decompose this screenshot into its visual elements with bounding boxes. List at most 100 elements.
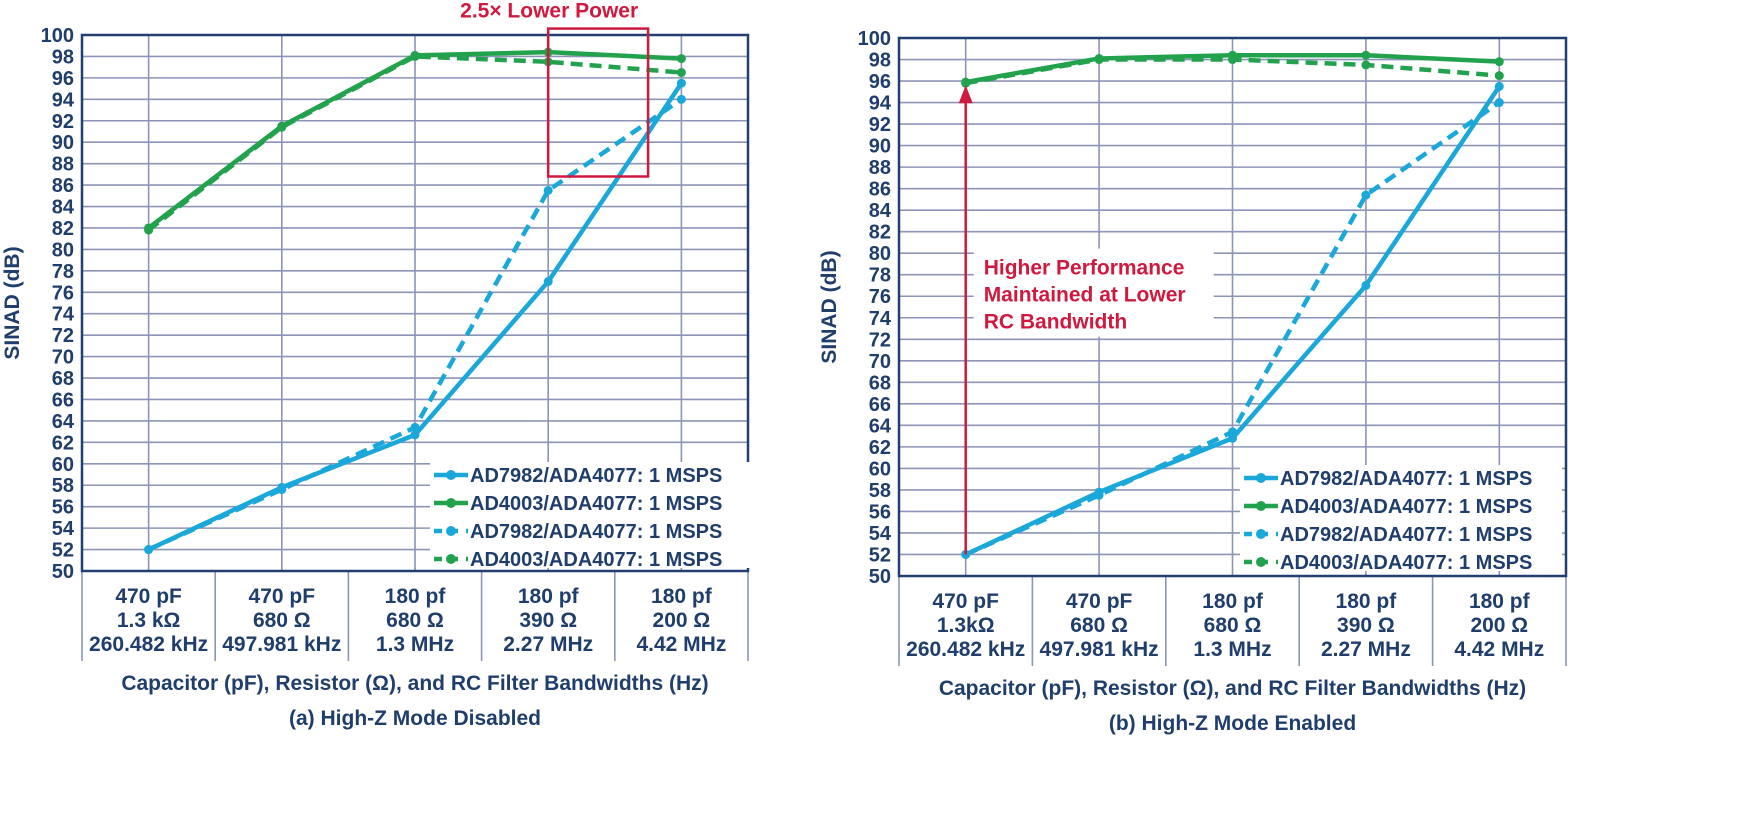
chart-caption: (b) High-Z Mode Enabled [1109,712,1356,735]
data-point [410,430,420,440]
plot-frame [80,33,750,573]
annotation-box [973,248,1214,337]
x-tick-label: 180 pf [1469,590,1531,613]
y-tick-label: 68 [52,368,74,390]
x-tick-label: 1.3 kΩ [117,609,181,632]
data-point [1094,55,1104,65]
x-tick-label: 180 pf [1202,590,1264,613]
y-tick-label: 58 [52,475,74,497]
data-point [676,54,686,64]
x-tick-label: 260.482 kHz [89,633,208,656]
y-tick-label: 56 [52,497,74,519]
y-tick-label: 84 [869,200,892,222]
y-tick-label: 62 [52,432,74,454]
y-tick-label: 64 [869,415,892,437]
legend-label: AD4003/ADA4077: 1 MSPS [470,549,722,571]
y-tick-label: 100 [41,25,74,47]
highlight-box [546,27,650,178]
y-tick-label: 86 [869,179,891,201]
y-tick-label: 94 [52,89,75,111]
plot-frame [897,36,1568,578]
x-tick-label: 180 pf [518,585,580,608]
y-tick-label: 50 [869,566,891,588]
y-tick-label: 92 [52,111,74,133]
data-point [410,422,420,432]
data-point [1228,427,1237,437]
y-axis-label: SINAD (dB) [1,246,24,359]
annotation-label: Higher Performance [984,257,1185,280]
x-tick-label: 497.981 kHz [222,633,341,656]
data-point [277,122,287,132]
legend-label: AD7982/ADA4077: 1 MSPS [470,521,722,543]
x-tick-label: 1.3 MHz [376,633,454,656]
y-tick-label: 82 [869,222,891,244]
y-tick-label: 74 [52,304,75,326]
x-tick-label: 470 pF [932,590,999,613]
x-tick-label: 680 Ω [253,609,311,632]
x-tick-label: 1.3kΩ [937,614,995,637]
y-tick-label: 54 [52,518,75,540]
y-tick-label: 60 [869,458,891,480]
x-tick-label: 680 Ω [1204,614,1262,637]
y-tick-label: 52 [52,540,74,562]
data-point [961,78,971,88]
x-axis-label: Capacitor (pF), Resistor (Ω), and RC Fil… [939,677,1526,700]
legend-label: AD4003/ADA4077: 1 MSPS [1280,496,1532,518]
x-tick-label: 390 Ω [1337,614,1395,637]
y-tick-label: 62 [869,437,891,459]
y-tick-label: 56 [869,501,891,523]
y-tick-label: 68 [869,372,891,394]
y-tick-label: 82 [52,218,74,240]
y-tick-label: 74 [869,308,892,330]
x-tick-label: 470 pF [1066,590,1133,613]
y-tick-label: 70 [869,351,891,373]
y-tick-label: 92 [869,114,891,136]
x-tick-label: 497.981 kHz [1040,638,1159,661]
data-point [144,545,154,555]
y-tick-label: 70 [52,347,74,369]
legend-swatch-marker [446,554,456,564]
data-point [1094,490,1104,500]
data-point [676,68,686,78]
legend-swatch-marker [446,498,456,508]
y-axis-label: SINAD (dB) [818,250,841,363]
legend-swatch-marker [1256,473,1266,483]
y-tick-label: 90 [869,136,891,158]
data-point [543,185,553,195]
annotation-label: Maintained at Lower [984,284,1186,307]
x-tick-label: 2.27 MHz [1321,638,1411,661]
y-tick-label: 50 [52,561,74,583]
series-line-4 [147,54,682,232]
data-point [1494,81,1504,91]
y-tick-label: 78 [869,265,891,287]
data-point [1361,60,1371,70]
legend-label: AD4003/ADA4077: 1 MSPS [1280,552,1532,574]
legend-swatch-marker [446,470,456,480]
data-point [676,94,686,104]
x-tick-label: 180 pf [385,585,447,608]
legend-swatch-marker [446,526,456,536]
y-tick-label: 54 [869,523,892,545]
legend-label: AD7982/ADA4077: 1 MSPS [470,465,722,487]
data-point [1228,433,1237,443]
x-tick-label: 470 pF [115,585,182,608]
y-tick-label: 98 [52,46,74,68]
y-tick-label: 88 [52,154,74,176]
x-tick-label: 180 pf [651,585,713,608]
legend-swatch-marker [1256,557,1266,567]
data-point [1228,55,1237,65]
y-tick-label: 80 [869,243,891,265]
y-tick-label: 76 [52,282,74,304]
legend-label: AD7982/ADA4077: 1 MSPS [1280,468,1532,490]
legend-label: AD7982/ADA4077: 1 MSPS [1280,524,1532,546]
y-tick-label: 94 [869,93,892,115]
y-tick-label: 60 [52,454,74,476]
y-tick-label: 90 [52,132,74,154]
x-axis-label: Capacitor (pF), Resistor (Ω), and RC Fil… [121,672,708,695]
y-tick-label: 100 [858,28,891,50]
x-tick-label: 1.3 MHz [1193,638,1271,661]
y-tick-label: 72 [869,329,891,351]
legend-swatch-marker [1256,529,1266,539]
data-point [1361,190,1371,200]
legend-box [430,462,750,568]
